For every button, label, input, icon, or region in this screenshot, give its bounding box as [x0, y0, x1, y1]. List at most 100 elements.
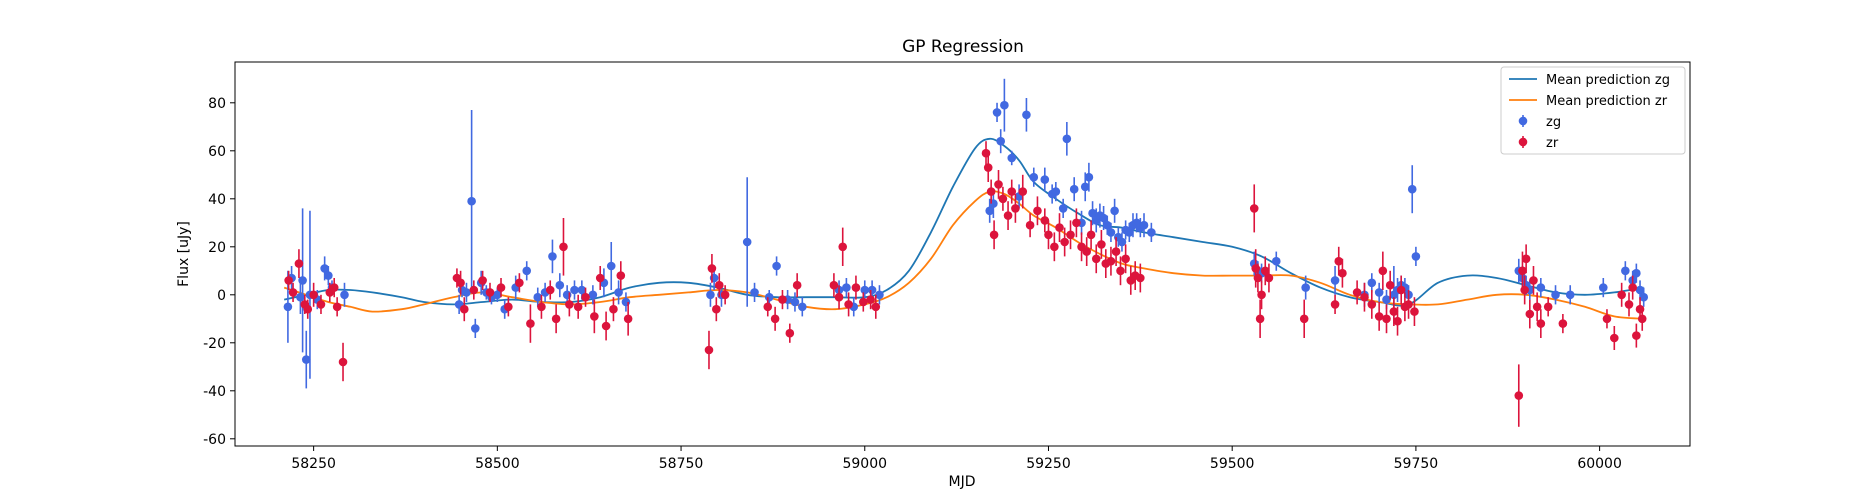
data-point-zr — [1624, 300, 1634, 309]
data-point-zr — [1249, 204, 1259, 213]
data-point-zg — [860, 285, 870, 295]
data-point-zr — [623, 314, 633, 324]
data-point-zg — [621, 297, 631, 307]
data-point-zr — [1520, 285, 1529, 295]
data-point-zr — [581, 292, 590, 302]
data-point-zr — [332, 302, 342, 312]
data-point-zr — [1378, 266, 1388, 276]
data-point-zr — [778, 295, 787, 304]
data-point-zr — [1635, 304, 1645, 314]
data-point-zg — [1029, 172, 1039, 182]
data-point-zr — [609, 304, 618, 314]
data-point-zr — [1136, 273, 1145, 283]
data-point-zr — [565, 300, 574, 309]
data-point-zr — [559, 242, 568, 252]
data-point-zr — [834, 292, 844, 302]
data-point-zr — [844, 300, 853, 309]
data-point-zr — [1033, 206, 1042, 216]
data-point-zr — [1525, 309, 1535, 319]
data-point-zg — [750, 288, 759, 297]
data-point-zr — [1055, 223, 1064, 232]
data-point-zr — [1253, 273, 1263, 283]
data-point-zr — [1060, 237, 1069, 247]
data-point-zr — [1072, 218, 1081, 228]
data-point-zr — [485, 288, 495, 297]
data-point-zr — [1389, 307, 1399, 316]
data-point-zr — [851, 283, 861, 292]
data-point-zr — [1514, 391, 1524, 400]
data-point-zg — [1632, 268, 1641, 278]
data-point-zr — [770, 314, 780, 324]
data-point-zg — [1069, 184, 1079, 194]
data-point-zr — [1111, 247, 1121, 256]
data-point-zr — [1543, 302, 1553, 312]
data-point-zr — [763, 302, 773, 312]
data-point-zg — [1139, 220, 1149, 230]
data-point-zg — [283, 302, 293, 312]
data-point-zg — [992, 108, 1002, 117]
data-point-zg — [340, 290, 349, 300]
data-point-zr — [714, 280, 724, 290]
data-point-zr — [1116, 266, 1125, 276]
data-point-zr — [537, 302, 546, 312]
data-point-zg — [742, 237, 752, 247]
data-point-zr — [1044, 230, 1053, 240]
data-point-zr — [1404, 300, 1413, 309]
x-tick-label: 58250 — [291, 456, 336, 472]
data-point-zr — [1352, 288, 1362, 297]
data-point-zr — [1374, 312, 1384, 321]
data-point-zg — [555, 280, 565, 290]
data-point-zg — [798, 302, 807, 312]
data-point-zg — [1301, 283, 1310, 292]
data-point-zr — [1082, 247, 1091, 256]
data-point-zg — [577, 285, 587, 295]
data-point-zg — [989, 199, 998, 208]
data-point-zr — [1529, 276, 1538, 285]
data-point-zr — [1086, 230, 1096, 240]
data-point-zr — [303, 304, 313, 314]
data-point-zg — [1407, 184, 1417, 194]
data-point-zg — [462, 288, 471, 297]
data-point-zr — [871, 302, 881, 312]
data-point-zg — [1411, 252, 1421, 261]
data-point-zr — [1040, 216, 1050, 225]
y-tick-label: 80 — [208, 96, 226, 112]
data-point-zg — [764, 292, 774, 302]
chart-title: GP Regression — [902, 37, 1024, 57]
data-point-zr — [1360, 292, 1369, 302]
data-point-zg — [1080, 182, 1090, 192]
data-point-zg — [1536, 283, 1546, 292]
data-point-zr — [1066, 230, 1075, 240]
y-tick-label: 20 — [208, 240, 226, 256]
data-point-zr — [1007, 187, 1017, 196]
data-point-zg — [1639, 292, 1649, 302]
data-point-zr — [858, 297, 868, 307]
data-point-zr — [496, 283, 506, 292]
data-point-zr — [551, 314, 561, 324]
data-point-zg — [1125, 228, 1134, 237]
data-point-zr — [1255, 314, 1265, 324]
data-point-zr — [1330, 300, 1340, 309]
y-tick-label: 0 — [217, 288, 226, 304]
x-axis-label: MJD — [949, 474, 976, 490]
data-point-zr — [1264, 273, 1274, 283]
y-tick-label: -40 — [203, 384, 226, 400]
data-point-zr — [1018, 187, 1028, 196]
legend-zr-label: zr — [1546, 136, 1559, 151]
x-tick-label: 58500 — [475, 456, 520, 472]
data-point-zg — [1058, 204, 1068, 213]
data-point-zr — [704, 345, 714, 355]
data-point-zr — [316, 300, 326, 309]
legend-zr-swatch — [1518, 137, 1528, 147]
data-point-zg — [709, 273, 719, 283]
data-point-zr — [792, 280, 802, 290]
data-point-zg — [296, 292, 305, 302]
data-point-zr — [590, 312, 599, 321]
data-point-zr — [1091, 254, 1101, 264]
data-point-zg — [1084, 172, 1094, 182]
data-point-zr — [1025, 220, 1035, 230]
data-point-zr — [1632, 331, 1641, 340]
data-point-zr — [456, 278, 465, 288]
data-point-zg — [1382, 295, 1391, 304]
data-point-zr — [989, 230, 999, 240]
